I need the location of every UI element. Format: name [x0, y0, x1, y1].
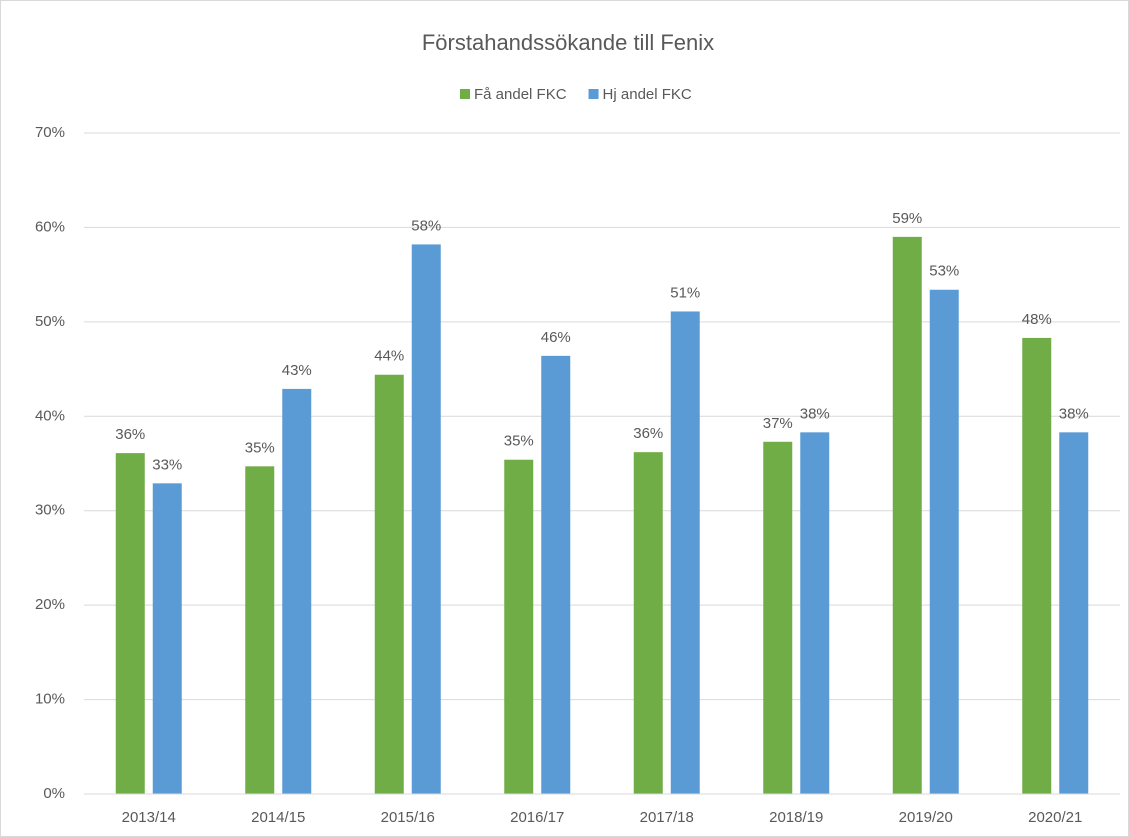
x-tick-label: 2014/15 — [251, 809, 305, 826]
bar — [1059, 432, 1089, 794]
x-tick-label: 2015/16 — [381, 809, 435, 826]
bar — [633, 452, 663, 794]
value-label: 36% — [633, 425, 663, 442]
value-label: 44% — [374, 348, 404, 365]
bar — [541, 355, 571, 794]
value-label: 48% — [1022, 311, 1052, 328]
y-tick-label: 20% — [35, 596, 65, 613]
legend-swatch — [460, 89, 470, 99]
y-tick-label: 60% — [35, 218, 65, 235]
legend-label: Hj andel FKC — [603, 86, 692, 103]
chart-title: Förstahandssökande till Fenix — [422, 30, 714, 55]
x-tick-label: 2017/18 — [640, 809, 694, 826]
bar — [115, 453, 145, 794]
y-tick-label: 0% — [43, 785, 65, 802]
value-label: 38% — [800, 405, 830, 422]
value-label: 35% — [504, 433, 534, 450]
value-label: 59% — [892, 210, 922, 227]
value-label: 53% — [929, 263, 959, 280]
value-label: 35% — [245, 439, 275, 456]
x-tick-label: 2016/17 — [510, 809, 564, 826]
x-tick-label: 2013/14 — [122, 809, 176, 826]
y-tick-label: 70% — [35, 124, 65, 141]
x-tick-label: 2020/21 — [1028, 809, 1082, 826]
value-label: 43% — [282, 362, 312, 379]
value-label: 38% — [1059, 405, 1089, 422]
x-tick-label: 2019/20 — [899, 809, 953, 826]
bar — [282, 388, 312, 794]
value-label: 36% — [115, 426, 145, 443]
bar — [929, 289, 959, 794]
bar — [670, 311, 700, 794]
value-label: 33% — [152, 456, 182, 473]
y-tick-label: 30% — [35, 502, 65, 519]
y-tick-label: 40% — [35, 407, 65, 424]
y-tick-label: 10% — [35, 691, 65, 708]
value-label: 37% — [763, 415, 793, 432]
bar — [504, 459, 534, 794]
value-label: 46% — [541, 329, 571, 346]
legend-label: Få andel FKC — [474, 86, 567, 103]
bar — [1022, 337, 1052, 794]
legend-swatch — [588, 89, 599, 99]
x-tick-label: 2018/19 — [769, 809, 823, 826]
value-label: 51% — [670, 284, 700, 301]
bar — [892, 236, 922, 794]
bar — [800, 432, 830, 794]
y-tick-label: 50% — [35, 313, 65, 330]
bar — [374, 374, 404, 794]
bar — [152, 483, 182, 794]
value-label: 58% — [411, 217, 441, 234]
bar — [763, 441, 793, 794]
bar — [245, 466, 275, 794]
bar — [411, 244, 441, 794]
